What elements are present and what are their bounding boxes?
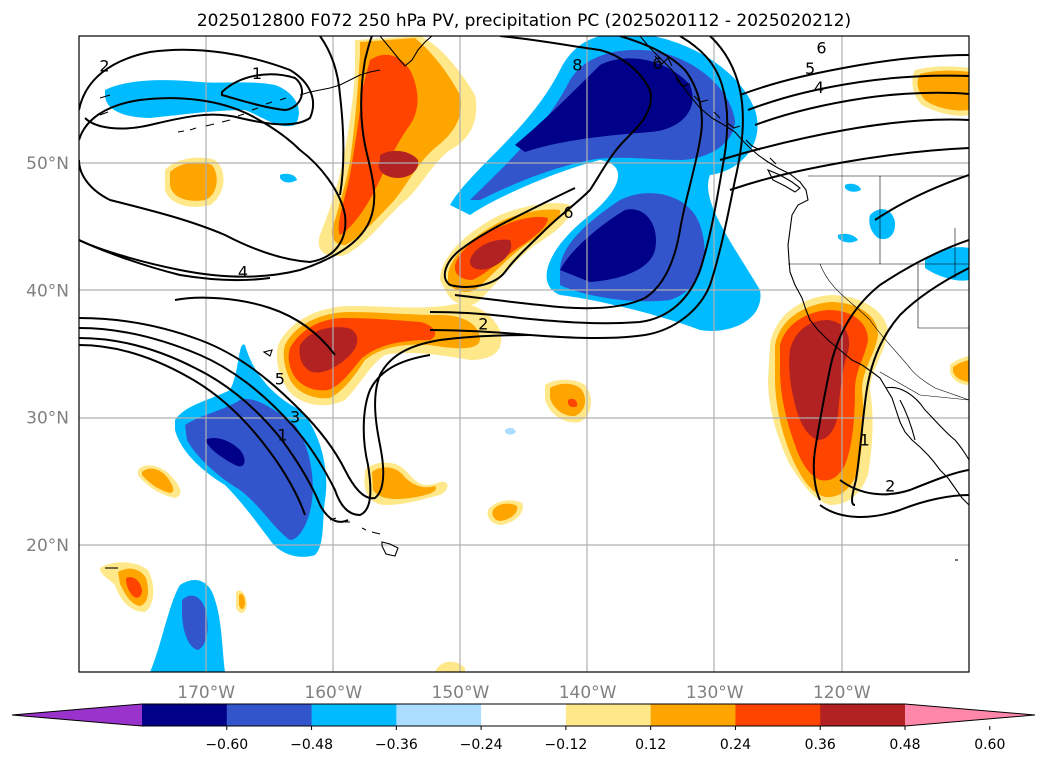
colorbar-bin <box>396 704 482 726</box>
colorbar-tick-label: −0.24 <box>460 737 503 753</box>
colorbar-extend-low <box>12 704 142 726</box>
colorbar-tick-label: −0.12 <box>544 737 587 753</box>
pv-contour-label: 2 <box>99 57 109 76</box>
colorbar-bin <box>650 704 736 726</box>
colorbar-bin <box>820 704 906 726</box>
latitude-tick-labels: 50°N 40°N 30°N 20°N <box>26 154 69 556</box>
pv-contour-label: 6 <box>652 54 662 73</box>
pv-contour-label: 5 <box>275 369 285 388</box>
colorbar-tick-label: 0.36 <box>805 737 836 753</box>
lat-tick-label: 50°N <box>26 154 69 174</box>
colorbar-tick-label: −0.36 <box>375 737 418 753</box>
lon-tick-label: 150°W <box>432 683 490 703</box>
colorbar-tick-label: 0.48 <box>889 737 920 753</box>
map-frame <box>78 35 970 673</box>
pv-contour-label: 6 <box>816 39 826 58</box>
colorbar-tick-label: 0.60 <box>974 737 1005 753</box>
pv-contours <box>79 36 969 523</box>
figure-title: 2025012800 F072 250 hPa PV, precipitatio… <box>197 11 851 31</box>
lat-tick-label: 40°N <box>26 281 69 301</box>
colorbar: −0.60 −0.48 −0.36 −0.24 −0.12 0.12 0.24 0.36 0.4… <box>11 703 1036 753</box>
pv-contour-label: 8 <box>572 55 582 74</box>
lat-tick-label: 20°N <box>26 536 69 556</box>
colorbar-tick-label: 0.24 <box>720 737 751 753</box>
pv-contour-label: 1 <box>252 64 262 83</box>
colorbar-tick-label: −0.48 <box>290 737 333 753</box>
colorbar-bin <box>226 704 313 726</box>
lon-tick-label: 160°W <box>304 683 362 703</box>
longitude-tick-labels: 170°W 160°W 150°W 140°W 130°W 120°W <box>177 683 871 703</box>
pv-contour-label: 2 <box>478 315 488 334</box>
colorbar-bin <box>142 704 228 726</box>
pv-contour-label: 1 <box>277 425 287 444</box>
pv-contour-label: 4 <box>238 263 248 282</box>
colorbar-extend-high <box>905 704 1035 726</box>
lon-tick-label: 140°W <box>559 683 617 703</box>
colorbar-bin <box>565 704 652 726</box>
pv-contour-label: 5 <box>805 59 815 78</box>
pv-contour-label: 3 <box>290 408 300 427</box>
lon-tick-label: 170°W <box>177 683 235 703</box>
colorbar-outline <box>11 703 1036 727</box>
colorbar-bin <box>311 704 397 726</box>
colorbar-tick-label: −0.60 <box>205 737 248 753</box>
lat-tick-label: 30°N <box>26 409 69 429</box>
pv-contour-label: 1 <box>860 430 870 449</box>
colorbar-tick-label: 0.12 <box>635 737 666 753</box>
lon-tick-label: 120°W <box>813 683 871 703</box>
pv-contour-label: 4 <box>814 78 824 97</box>
coastlines <box>99 36 969 569</box>
lon-tick-label: 130°W <box>686 683 744 703</box>
colorbar-bin <box>481 704 567 726</box>
colorbar-bin <box>735 704 821 726</box>
pv-contour-label: 6 <box>563 203 573 222</box>
pv-contour-label: 2 <box>885 476 895 495</box>
